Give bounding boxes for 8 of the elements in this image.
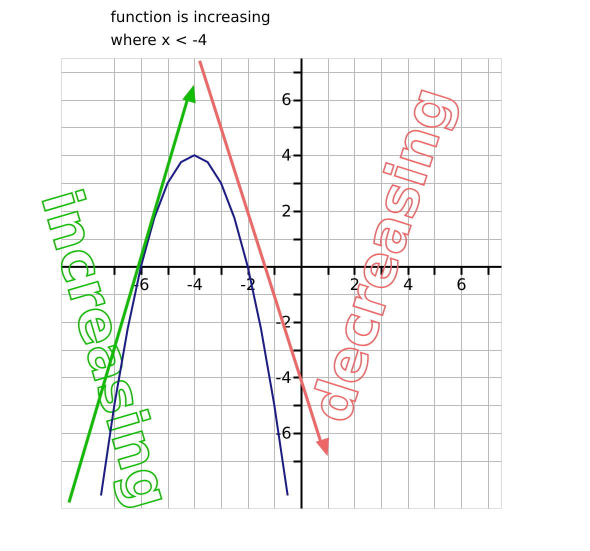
y-tick-label: 6 <box>281 90 292 110</box>
chart-subtitle: where x < -4 <box>110 31 208 49</box>
y-tick-label: 2 <box>281 201 292 220</box>
x-tick-label: 6 <box>456 274 467 294</box>
x-tick-label: -4 <box>186 274 203 294</box>
y-tick-label: 4 <box>281 146 292 165</box>
y-tick-label: -4 <box>276 368 292 387</box>
chart-title: function is increasing <box>110 8 271 26</box>
